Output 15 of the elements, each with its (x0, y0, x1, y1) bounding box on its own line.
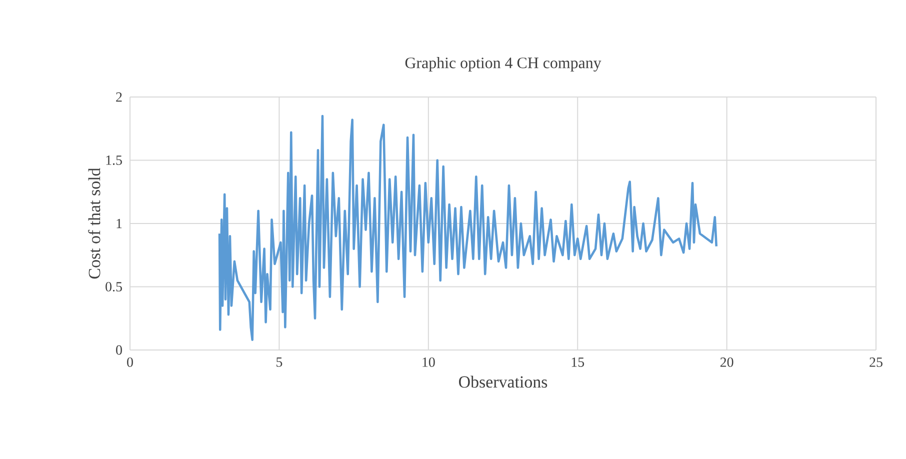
x-axis-title: Observations (459, 376, 548, 388)
x-tick-label: 15 (572, 357, 584, 367)
line-series (218, 114, 718, 342)
y-tick-label: 2 (116, 92, 122, 102)
y-tick-label: 1.5 (106, 156, 122, 165)
y-tick-label: 0.5 (106, 282, 122, 292)
y-tick-label: 0 (116, 345, 122, 355)
x-tick-label: 20 (720, 358, 734, 367)
chart-title: Graphic option 4 CH company (405, 57, 602, 72)
x-tick-label: 25 (870, 358, 882, 367)
y-tick-label: 1 (116, 218, 122, 228)
y-axis-title: Cost of that sold (88, 168, 100, 279)
x-tick-label: 5 (276, 357, 282, 367)
x-tick-label: 0 (127, 358, 133, 367)
x-tick-label: 10 (422, 358, 435, 367)
